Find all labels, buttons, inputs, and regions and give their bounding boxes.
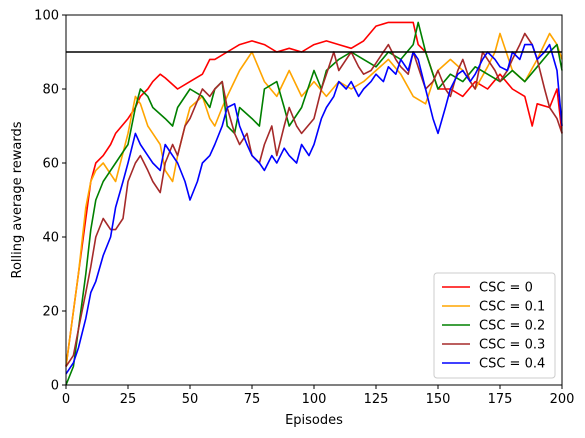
x-axis-title: Episodes bbox=[285, 413, 343, 428]
legend-label-2: CSC = 0.2 bbox=[479, 319, 545, 334]
x-tick-label-8: 200 bbox=[550, 392, 575, 407]
x-tick-label-1: 25 bbox=[120, 392, 137, 407]
series-layer bbox=[65, 21, 563, 386]
x-tick-label-5: 125 bbox=[364, 392, 389, 407]
y-tick-label-5: 100 bbox=[34, 9, 59, 24]
x-tick-label-2: 50 bbox=[182, 392, 199, 407]
y-tick-label-2: 40 bbox=[42, 231, 59, 246]
series-line-4 bbox=[65, 43, 563, 375]
series-line-0 bbox=[65, 21, 563, 367]
legend: CSC = 0 CSC = 0.1 CSC = 0.2 CSC = 0.3 CSC = … bbox=[433, 272, 556, 379]
x-tick-label-0: 0 bbox=[62, 392, 70, 407]
y-tick-label-4: 80 bbox=[42, 83, 59, 98]
y-axis-title: Rolling average rewards bbox=[10, 121, 25, 278]
y-tick-label-1: 20 bbox=[42, 305, 59, 320]
x-tick-label-7: 175 bbox=[488, 392, 513, 407]
legend-label-3: CSC = 0.3 bbox=[479, 338, 545, 353]
x-tick-label-4: 100 bbox=[302, 392, 327, 407]
legend-box bbox=[433, 272, 556, 379]
y-tick-label-0: 0 bbox=[51, 379, 59, 394]
y-ticks: 0 20 40 60 80 100 bbox=[34, 9, 66, 394]
y-tick-label-3: 60 bbox=[42, 157, 59, 172]
legend-label-0: CSC = 0 bbox=[479, 281, 533, 296]
x-tick-label-6: 150 bbox=[426, 392, 451, 407]
legend-label-1: CSC = 0.1 bbox=[479, 300, 545, 315]
series-line-2 bbox=[65, 21, 563, 386]
x-ticks: 0 25 50 75 100 125 150 175 200 bbox=[62, 385, 575, 407]
legend-label-4: CSC = 0.4 bbox=[479, 357, 545, 372]
x-tick-label-3: 75 bbox=[244, 392, 261, 407]
series-line-1 bbox=[65, 32, 563, 367]
